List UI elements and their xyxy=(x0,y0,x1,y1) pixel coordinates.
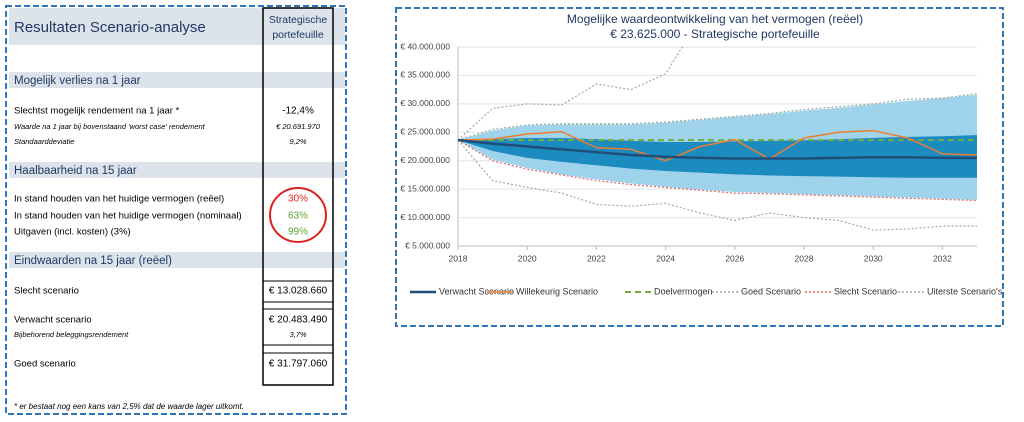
header-band xyxy=(9,8,345,45)
row-value: € 13.028.660 xyxy=(269,286,328,297)
y-tick-label: € 30.000.000 xyxy=(400,98,450,108)
y-tick-label: € 25.000.000 xyxy=(400,127,450,137)
chart: € 5.000.000 € 10.000.000 € 15.000.000 € 20.… xyxy=(400,41,1003,296)
y-tick-label: € 35.000.000 xyxy=(400,70,450,80)
row-value: 63% xyxy=(288,211,308,222)
row-label: In stand houden van het huidige vermogen… xyxy=(14,211,242,222)
row-value: 9,2% xyxy=(289,137,306,146)
row-label: Bijbehorend beleggingsrendement xyxy=(14,330,129,339)
row-label: Slechtst mogelijk rendement na 1 jaar * xyxy=(14,106,180,117)
x-tick-label: 2024 xyxy=(656,253,675,263)
x-tick-label: 2030 xyxy=(864,253,883,263)
section-heading: Haalbaarheid na 15 jaar xyxy=(14,165,137,177)
panel-border xyxy=(5,5,347,415)
x-tick-label: 2020 xyxy=(518,253,537,263)
y-tick-label: € 15.000.000 xyxy=(400,183,450,193)
row-label: Standaarddeviatie xyxy=(14,137,74,146)
legend-label: Slecht Scenario xyxy=(834,286,897,296)
row-value: 99% xyxy=(288,227,308,238)
row-label: In stand houden van het huidige vermogen… xyxy=(14,194,224,205)
legend-label: Willekeurig Scenario xyxy=(516,286,598,296)
plot-area xyxy=(458,47,977,231)
row-label: Waarde na 1 jaar bij bovenstaand 'worst … xyxy=(14,122,206,131)
chart-border xyxy=(395,7,1004,327)
row-label: Uitgaven (incl. kosten) (3%) xyxy=(14,227,131,238)
y-tick-label: € 10.000.000 xyxy=(400,212,450,222)
chart-subtitle: € 23.625.000 - Strategische portefeuille xyxy=(610,27,820,41)
series-line xyxy=(458,47,684,141)
column-header: portefeuille xyxy=(272,29,324,41)
row-label: Verwacht scenario xyxy=(14,315,92,326)
section-heading: Eindwaarden na 15 jaar (reëel) xyxy=(14,255,172,267)
table-title: Resultaten Scenario-analyse xyxy=(14,19,206,36)
y-tick-label: € 5.000.000 xyxy=(405,240,450,250)
row-value: 3,7% xyxy=(289,330,306,339)
series-line xyxy=(458,129,977,162)
x-tick-label: 2022 xyxy=(587,253,606,263)
column-box xyxy=(262,7,334,386)
section-band xyxy=(9,252,345,268)
legend-label: Uiterste Scenario's xyxy=(927,286,1003,296)
chart-title: Mogelijke waardeontwikkeling van het ver… xyxy=(567,12,863,26)
x-tick-label: 2018 xyxy=(449,253,468,263)
row-value: 30% xyxy=(288,194,308,205)
results-panel: Resultaten Scenario-analyse Strategische… xyxy=(5,5,347,415)
x-tick-label: 2028 xyxy=(795,253,814,263)
x-tick-label: 2026 xyxy=(725,253,744,263)
row-value: € 20.483.490 xyxy=(269,315,328,326)
column-header: Strategische xyxy=(269,14,328,26)
legend-label: Doelvermogen xyxy=(654,286,713,296)
section-heading: Mogelijk verlies na 1 jaar xyxy=(14,75,141,87)
row-value: -12,4% xyxy=(282,106,314,117)
y-tick-label: € 20.000.000 xyxy=(400,155,450,165)
section-band xyxy=(9,162,345,178)
row-label: Goed scenario xyxy=(14,359,76,370)
y-tick-label: € 40.000.000 xyxy=(400,41,450,51)
footnote: * er bestaat nog een kans van 2,5% dat d… xyxy=(14,402,244,411)
row-value: € 20.691.970 xyxy=(276,122,321,131)
row-value: € 31.797.060 xyxy=(269,359,328,370)
highlight-circle xyxy=(269,187,327,243)
series-line xyxy=(458,139,977,202)
row-label: Slecht scenario xyxy=(14,286,79,297)
band xyxy=(458,135,977,178)
series-line xyxy=(458,93,977,141)
legend-label: Verwacht Scenario xyxy=(439,286,514,296)
section-band xyxy=(9,72,345,88)
legend-label: Goed Scenario xyxy=(741,286,801,296)
x-tick-label: 2032 xyxy=(933,253,952,263)
series-line xyxy=(458,138,977,160)
